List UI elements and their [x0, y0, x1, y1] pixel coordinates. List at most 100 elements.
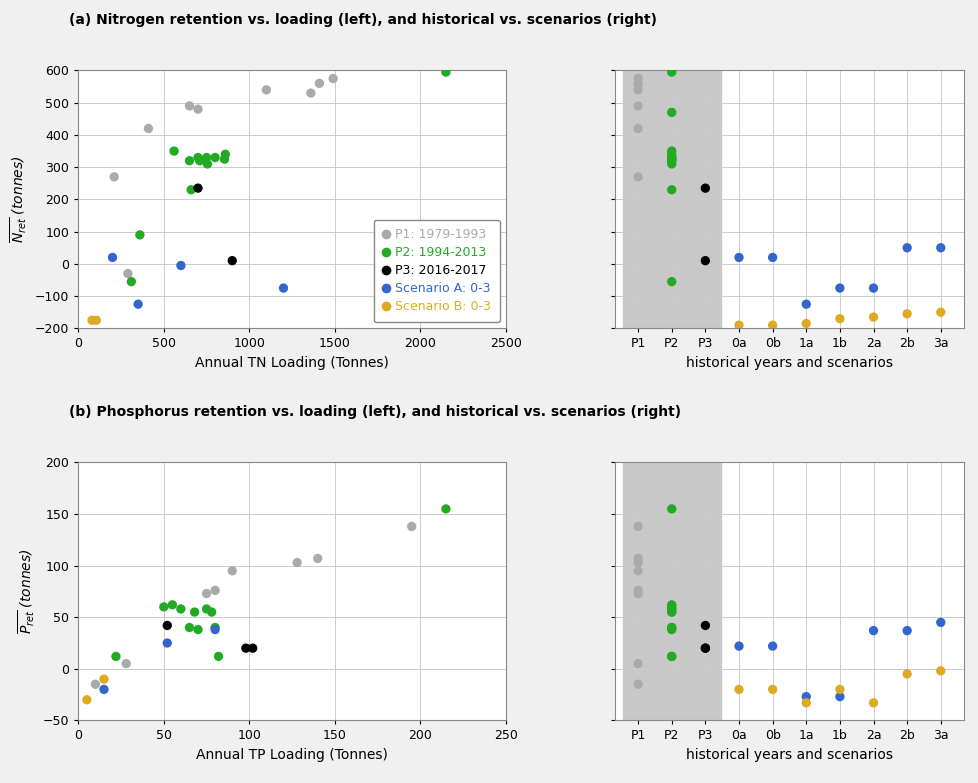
Point — [663, 598, 679, 611]
Point — [663, 276, 679, 288]
Point — [932, 241, 948, 254]
Point — [630, 678, 645, 691]
Point — [276, 282, 291, 294]
Point — [173, 603, 189, 615]
Point — [630, 587, 645, 600]
Point — [865, 697, 880, 709]
Point — [697, 254, 713, 267]
Point — [663, 153, 679, 165]
Point — [663, 151, 679, 164]
Point — [663, 606, 679, 619]
Point — [899, 668, 914, 680]
Point — [141, 122, 156, 135]
Point — [731, 319, 746, 331]
Point — [207, 584, 223, 597]
Point — [412, 241, 427, 254]
Point — [108, 650, 123, 662]
Point — [663, 151, 679, 164]
Point — [258, 84, 274, 96]
Point — [663, 154, 679, 167]
Point — [159, 619, 175, 632]
X-axis label: historical years and scenarios: historical years and scenarios — [686, 748, 892, 762]
Point — [200, 157, 215, 170]
Point — [199, 603, 214, 615]
Point — [183, 183, 199, 196]
Point — [303, 87, 319, 99]
Point — [182, 621, 198, 633]
Point — [663, 650, 679, 662]
Point — [663, 601, 679, 613]
Point — [663, 603, 679, 615]
Point — [630, 84, 645, 96]
Point — [663, 66, 679, 78]
Point — [105, 251, 120, 264]
Point — [311, 77, 327, 89]
Point — [764, 683, 779, 695]
Point — [865, 311, 880, 323]
Point — [798, 298, 814, 310]
Point — [630, 520, 645, 532]
Point — [164, 598, 180, 611]
Bar — [622, 70, 720, 328]
Point — [932, 616, 948, 629]
Point — [182, 154, 198, 167]
Point — [210, 650, 226, 662]
Point — [731, 683, 746, 695]
Text: (a) Nitrogen retention vs. loading (left), and historical vs. scenarios (right): (a) Nitrogen retention vs. loading (left… — [68, 13, 656, 27]
Point — [187, 606, 202, 619]
Point — [310, 552, 326, 565]
Point — [87, 678, 103, 691]
X-axis label: Annual TN Loading (Tonnes): Annual TN Loading (Tonnes) — [195, 356, 388, 370]
Point — [663, 157, 679, 170]
Point — [192, 154, 207, 167]
Point — [107, 171, 122, 183]
Point — [831, 312, 847, 325]
Point — [899, 308, 914, 320]
Point — [190, 151, 205, 164]
Point — [697, 182, 713, 194]
Point — [831, 282, 847, 294]
Point — [224, 565, 240, 577]
Point — [630, 72, 645, 85]
Point — [216, 153, 232, 165]
Point — [173, 259, 189, 272]
Point — [764, 319, 779, 331]
Point — [731, 251, 746, 264]
Point — [663, 148, 679, 161]
Point — [932, 306, 948, 319]
Point — [630, 122, 645, 135]
Y-axis label: $\overline{P_{ret}}$ (tonnes): $\overline{P_{ret}}$ (tonnes) — [17, 549, 37, 634]
Point — [203, 606, 219, 619]
Point — [217, 148, 233, 161]
Point — [731, 640, 746, 652]
Point — [132, 229, 148, 241]
Point — [96, 683, 111, 695]
Bar — [622, 463, 720, 720]
Point — [404, 520, 420, 532]
Point — [630, 584, 645, 597]
Point — [289, 556, 305, 568]
Point — [697, 642, 713, 655]
Point — [238, 642, 253, 655]
Point — [118, 658, 134, 670]
Point — [663, 106, 679, 119]
Point — [663, 621, 679, 633]
Point — [190, 103, 205, 115]
Point — [84, 314, 100, 327]
Point — [437, 66, 453, 78]
Point — [79, 694, 95, 706]
Point — [120, 267, 136, 280]
Point — [831, 691, 847, 703]
Point — [663, 151, 679, 164]
Point — [663, 650, 679, 662]
Point — [123, 276, 139, 288]
Point — [325, 72, 340, 85]
Point — [630, 77, 645, 89]
Text: (b) Phosphorus retention vs. loading (left), and historical vs. scenarios (right: (b) Phosphorus retention vs. loading (le… — [68, 406, 680, 420]
Point — [199, 151, 214, 164]
Point — [932, 665, 948, 677]
Point — [663, 606, 679, 619]
Point — [663, 154, 679, 167]
Y-axis label: $\overline{N_{ret}}$ (tonnes): $\overline{N_{ret}}$ (tonnes) — [9, 156, 29, 244]
Point — [798, 691, 814, 703]
